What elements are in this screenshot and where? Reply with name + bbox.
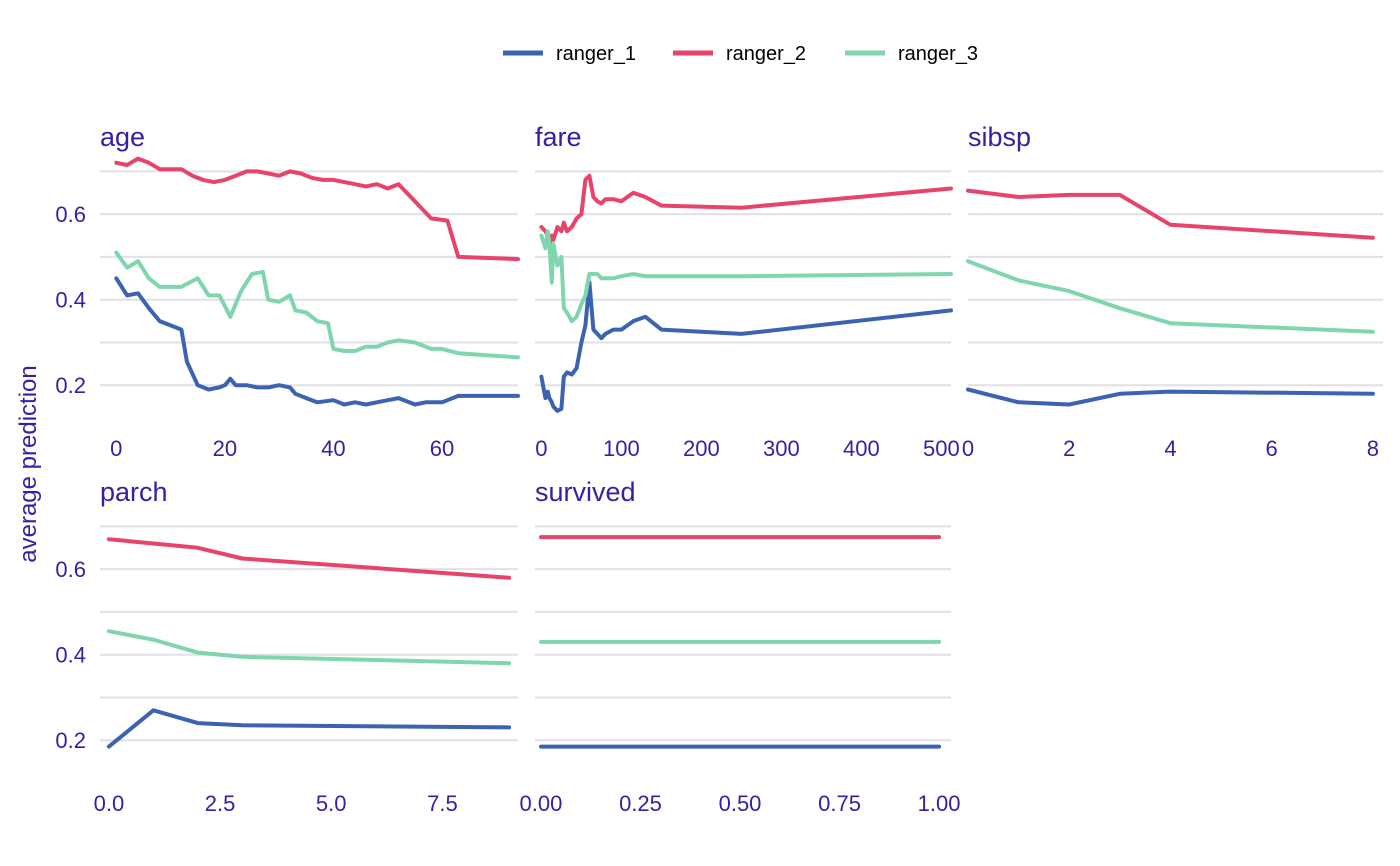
y-tick-label: 0.6 [55, 557, 86, 582]
y-tick-label: 0.2 [55, 373, 86, 398]
legend-item-ranger_1: ranger_1 [503, 43, 636, 65]
x-tick-label: 2 [1063, 436, 1075, 461]
panel-title-fare: fare [535, 122, 582, 152]
y-tick-label: 0.2 [55, 728, 86, 753]
series-line-ranger_2 [114, 156, 520, 262]
x-tick-label: 300 [763, 436, 800, 461]
x-tick-label: 400 [843, 436, 880, 461]
series-line-ranger_1 [106, 708, 512, 749]
x-tick-label: 2.5 [205, 791, 236, 816]
x-tick-label: 0.00 [520, 791, 563, 816]
x-tick-label: 0.50 [719, 791, 762, 816]
panel-title-parch: parch [100, 477, 168, 507]
x-tick-label: 60 [430, 436, 454, 461]
x-tick-label: 500 [923, 436, 960, 461]
legend-label-ranger_2: ranger_2 [726, 43, 806, 65]
series-line-ranger_2 [106, 537, 512, 580]
panel-fare: fare 0 100 200 300 400 500 [535, 122, 960, 461]
series-line-ranger_1 [114, 276, 520, 407]
x-tick-label: 7.5 [427, 791, 458, 816]
panel-title-survived: survived [535, 477, 636, 507]
x-tick-label: 40 [321, 436, 345, 461]
x-tick-label: 8 [1367, 436, 1379, 461]
x-tick-label: 4 [1164, 436, 1176, 461]
series-line-ranger_1 [966, 387, 1375, 407]
series-line-ranger_2 [539, 173, 953, 247]
x-tick-label: 1.00 [918, 791, 961, 816]
x-tick-label: 5.0 [316, 791, 347, 816]
series-line-ranger_1 [539, 280, 953, 413]
x-tick-label: 0.25 [619, 791, 662, 816]
legend: ranger_1 ranger_2 ranger_3 [503, 43, 978, 65]
series-line-ranger_3 [539, 229, 953, 324]
x-tick-label: 0.75 [818, 791, 861, 816]
series-line-ranger_2 [966, 188, 1375, 240]
x-tick-label: 200 [683, 436, 720, 461]
legend-label-ranger_1: ranger_1 [556, 43, 636, 65]
panel-title-age: age [100, 122, 145, 152]
series-line-ranger_3 [114, 250, 520, 360]
panel-sibsp: sibsp 0 2 4 6 8 [962, 122, 1383, 461]
x-tick-label: 100 [603, 436, 640, 461]
legend-item-ranger_2: ranger_2 [673, 43, 806, 65]
y-tick-label: 0.4 [55, 643, 86, 668]
panel-age: age 0.2 0.4 0.6 0 20 40 60 [55, 122, 520, 461]
x-tick-label: 20 [213, 436, 237, 461]
y-tick-label: 0.4 [55, 288, 86, 313]
x-tick-label: 0 [962, 436, 974, 461]
legend-label-ranger_3: ranger_3 [898, 43, 978, 65]
panel-title-sibsp: sibsp [968, 122, 1031, 152]
x-tick-label: 0 [110, 436, 122, 461]
y-tick-label: 0.6 [55, 202, 86, 227]
panel-parch: parch 0.2 0.4 0.6 0.0 2.5 5.0 7.5 [55, 477, 518, 816]
series-line-ranger_3 [966, 259, 1375, 334]
legend-item-ranger_3: ranger_3 [845, 43, 978, 65]
x-tick-label: 0 [535, 436, 547, 461]
y-axis-title: average prediction [15, 365, 42, 562]
x-tick-label: 0.0 [94, 791, 125, 816]
series-line-ranger_3 [106, 629, 512, 666]
x-tick-label: 6 [1266, 436, 1278, 461]
panel-survived: survived 0.00 0.25 0.50 0.75 1.00 [520, 477, 961, 816]
